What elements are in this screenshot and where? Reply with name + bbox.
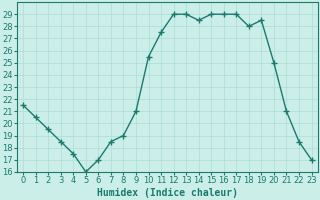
- X-axis label: Humidex (Indice chaleur): Humidex (Indice chaleur): [97, 188, 238, 198]
